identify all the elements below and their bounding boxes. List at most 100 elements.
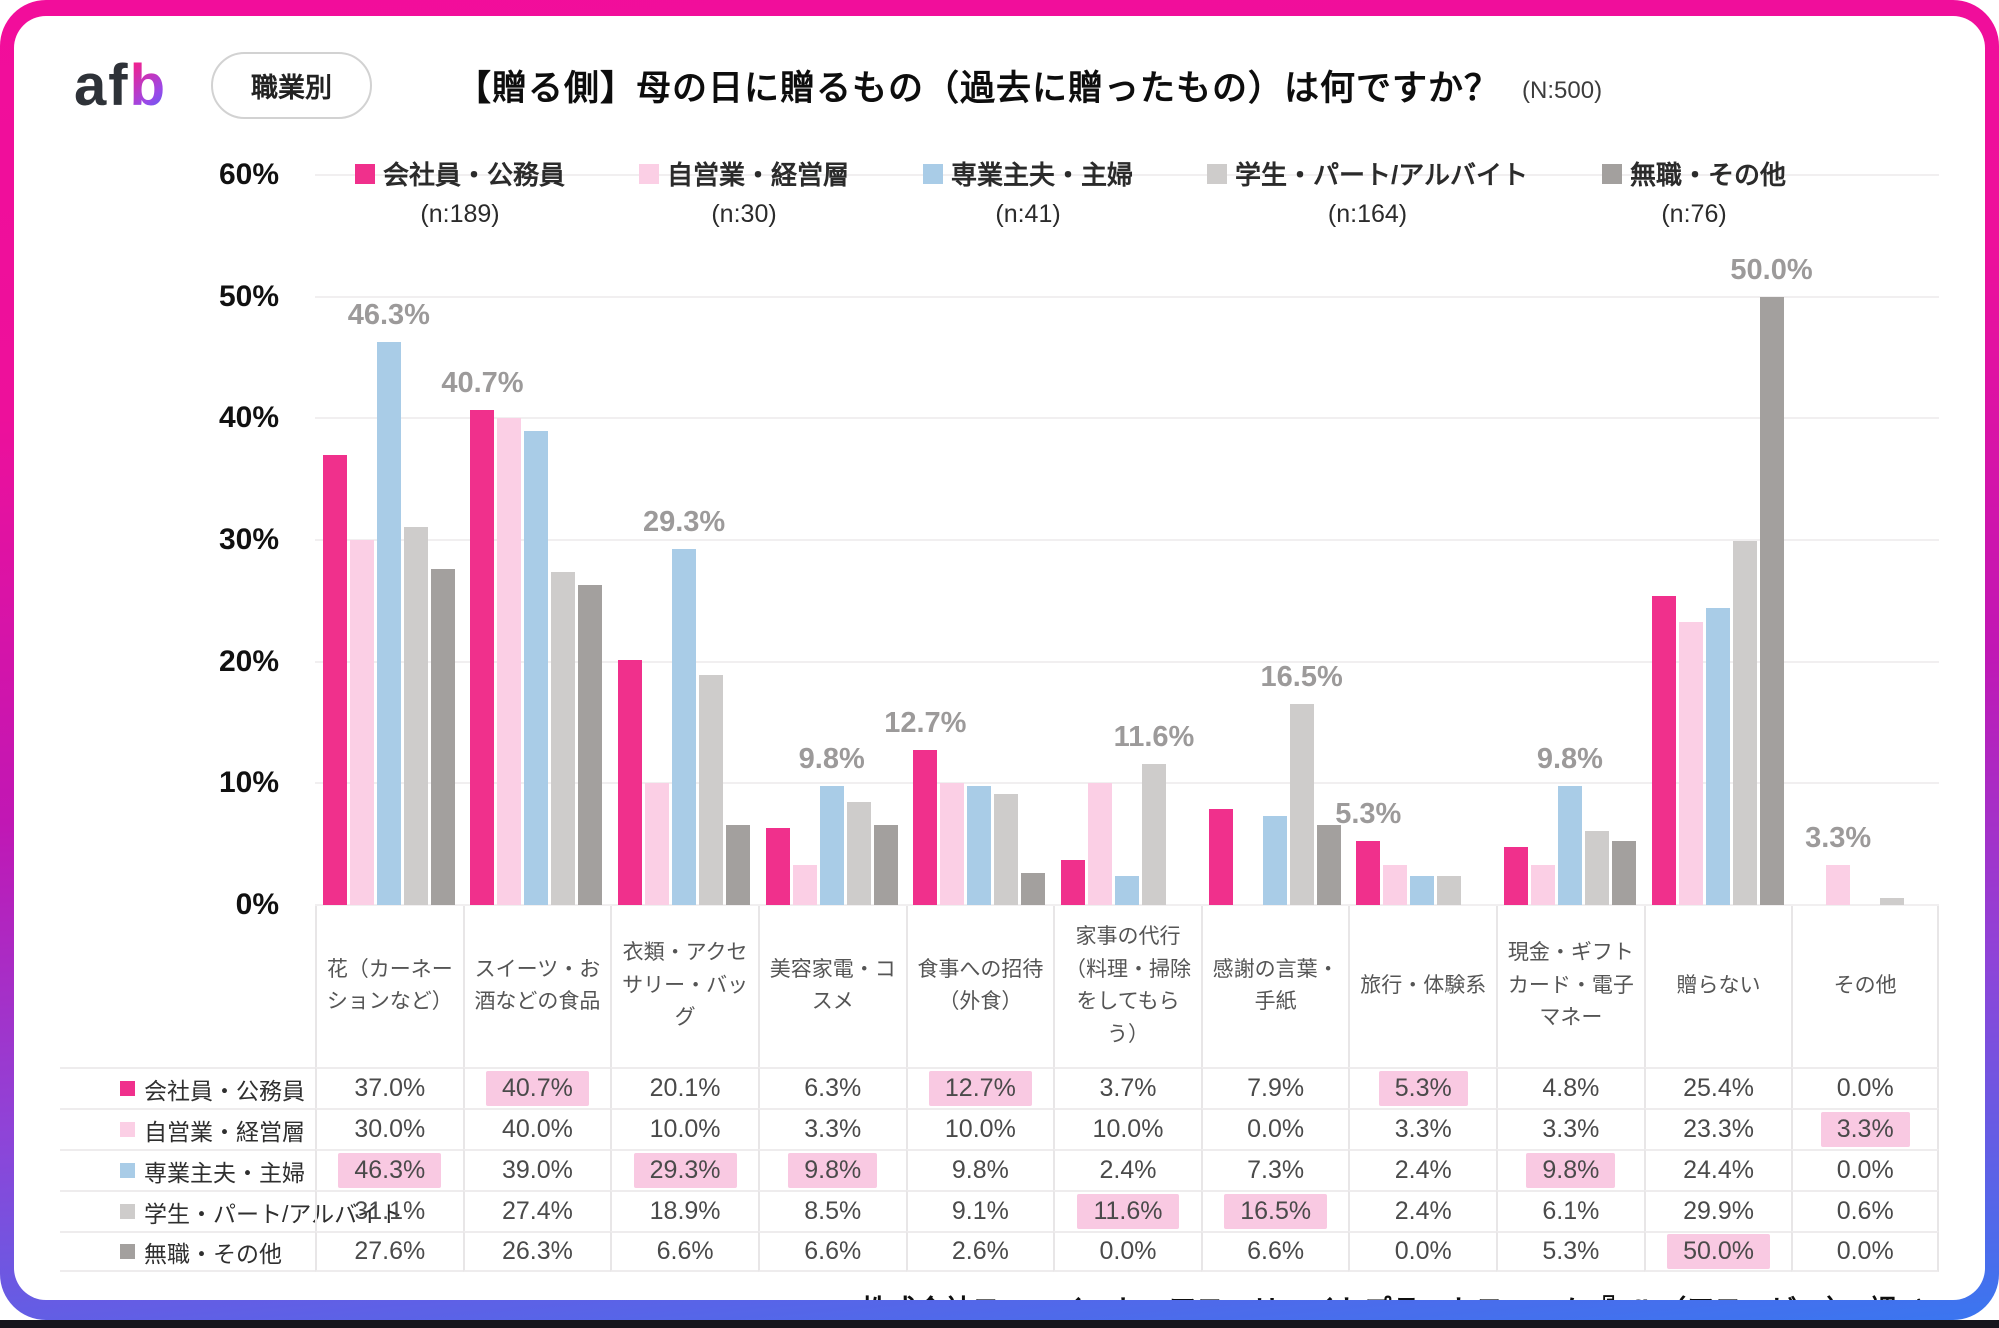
cell-value: 6.3% <box>804 1074 862 1103</box>
bar <box>1584 830 1609 905</box>
gridline <box>315 782 1939 785</box>
bar <box>524 430 549 905</box>
bar <box>1383 864 1408 905</box>
table-cell: 0.0% <box>1791 1231 1939 1273</box>
bar <box>1410 875 1435 905</box>
gridlines <box>315 174 1939 906</box>
cell-value: 46.3% <box>338 1153 442 1189</box>
legend-sample-size: (n:41) <box>995 200 1061 228</box>
row-header: 学生・パート/アルバイト <box>60 1190 403 1231</box>
table-row: 無職・その他 27.6% 26.3% 6.6% 6.6% 2.6% 0.0% 6.6% 0.0%… <box>60 1231 1939 1273</box>
row-header: 自営業・経営層 <box>60 1108 315 1149</box>
bar <box>349 540 374 905</box>
legend-entry: 無職・その他 <box>1602 155 1786 192</box>
cell-value: 16.5% <box>1224 1194 1328 1230</box>
row-swatch <box>120 1081 135 1097</box>
legend-item: 無職・その他 (n:76) <box>1602 155 1786 229</box>
legend-sample-size: (n:30) <box>711 200 777 228</box>
table-cell: 0.0% <box>1791 1067 1939 1109</box>
cell-value: 3.3% <box>1820 1112 1910 1148</box>
table-cell: 29.9% <box>1643 1190 1792 1232</box>
category-header-cell: その他 <box>1791 905 1939 1068</box>
cell-value: 9.8% <box>1526 1153 1616 1189</box>
y-tick: 40% <box>218 401 279 435</box>
y-tick: 60% <box>218 158 279 191</box>
bar <box>1880 897 1905 905</box>
bar <box>322 454 347 905</box>
bar-group: 9.8% <box>1496 175 1644 905</box>
table-cell: 3.3% <box>757 1108 906 1150</box>
table-cell: 23.3% <box>1643 1108 1792 1150</box>
cell-value: 0.6% <box>1836 1197 1894 1226</box>
cell-value: 3.7% <box>1099 1074 1157 1103</box>
y-tick: 0% <box>235 888 279 921</box>
table-cell: 9.1% <box>905 1190 1054 1232</box>
bar <box>1678 621 1703 905</box>
bar <box>1141 763 1166 905</box>
value-label: 11.6% <box>1113 720 1195 753</box>
table-cell: 7.3% <box>1200 1149 1349 1191</box>
table-cell: 26.3% <box>462 1231 611 1273</box>
logo-text-af: af <box>74 52 130 118</box>
table-cell: 3.7% <box>1053 1067 1201 1109</box>
data-table: 花（カーネーションなど） スイーツ・お酒などの食品 衣類・アクセサリー・バッグ 美容家… <box>60 905 1939 1273</box>
table-cell: 6.1% <box>1496 1190 1644 1232</box>
category-header-cell: 贈らない <box>1643 905 1792 1068</box>
bar <box>1557 785 1582 905</box>
bars <box>912 175 1047 905</box>
cell-value: 2.4% <box>1394 1197 1452 1226</box>
cell-value: 0.0% <box>1836 1237 1894 1266</box>
table-cell: 40.7% <box>462 1067 611 1109</box>
row-header: 無職・その他 <box>60 1231 315 1273</box>
table-cell: 3.3% <box>1496 1108 1644 1150</box>
table-cell: 9.8% <box>757 1149 906 1191</box>
legend-label: 会社員・公務員 <box>383 160 566 190</box>
bar <box>940 783 965 905</box>
legend-entry: 会社員・公務員 <box>355 155 565 192</box>
table-cell: 12.7% <box>905 1067 1054 1109</box>
value-label: 9.8% <box>798 742 865 775</box>
cell-value: 37.0% <box>354 1074 426 1103</box>
bar <box>1316 824 1341 905</box>
afb-logo: afb <box>74 56 167 115</box>
bar <box>403 526 428 905</box>
table-cell: 29.3% <box>610 1149 758 1191</box>
cell-value: 25.4% <box>1683 1074 1754 1103</box>
cell-value: 7.3% <box>1247 1156 1305 1185</box>
cell-value: 3.3% <box>1542 1115 1600 1144</box>
table-cell: 0.0% <box>1200 1108 1349 1150</box>
bars <box>1207 175 1342 905</box>
bar-group: 5.3% <box>1335 175 1496 905</box>
legend-item: 学生・パート/アルバイト (n:164) <box>1207 155 1528 229</box>
bar <box>792 864 817 905</box>
legend-label: 自営業・経営層 <box>667 160 850 190</box>
logo-text-b: b <box>129 52 168 118</box>
bar <box>1530 864 1555 905</box>
table-cell: 25.4% <box>1643 1067 1792 1109</box>
category-header-cell: 旅行・体験系 <box>1348 905 1496 1068</box>
bar <box>1705 608 1730 905</box>
bar-group: 9.8% <box>758 175 906 905</box>
table-cell: 2.4% <box>1053 1149 1201 1191</box>
y-tick: 20% <box>218 644 279 678</box>
table-cell: 24.4% <box>1643 1149 1792 1191</box>
row-label: 会社員・公務員 <box>144 1077 305 1104</box>
bar <box>699 675 724 905</box>
category-header-cell: スイーツ・お酒などの食品 <box>462 905 611 1068</box>
table-cell: 11.6% <box>1053 1190 1201 1232</box>
value-label: 50.0% <box>1730 253 1813 286</box>
cell-value: 31.1% <box>354 1197 426 1226</box>
cell-value: 12.7% <box>928 1071 1032 1107</box>
table-cell: 5.3% <box>1348 1067 1497 1109</box>
bar <box>497 418 522 905</box>
gridline <box>315 174 1939 176</box>
bar <box>470 409 495 905</box>
legend-sample-size: (n:164) <box>1327 200 1408 228</box>
bar <box>376 341 401 905</box>
bar-group: 16.5% <box>1201 175 1349 905</box>
bar-group: 11.6% <box>1053 175 1201 905</box>
category-header-cell: 食事への招待（外食） <box>905 905 1054 1068</box>
bar <box>1060 859 1085 905</box>
row-swatch <box>120 1244 135 1260</box>
bar-group: 46.3% <box>315 175 463 905</box>
